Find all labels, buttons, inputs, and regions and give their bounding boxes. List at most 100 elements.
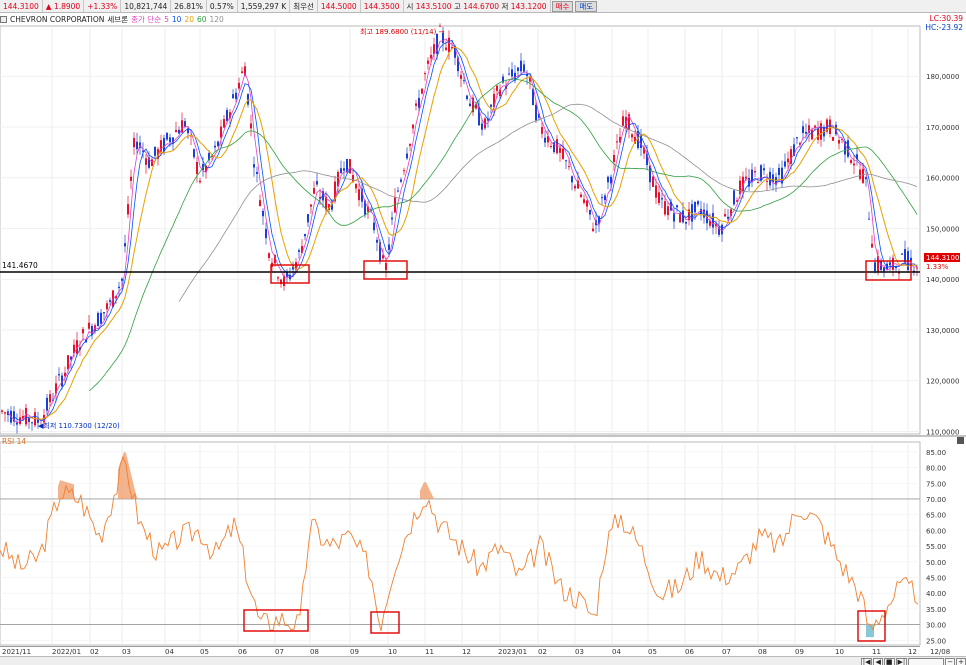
candle-body: [127, 204, 129, 215]
rsi-line: [0, 455, 919, 632]
candle-body: [559, 147, 561, 153]
candle-body: [391, 217, 393, 220]
rsi-overbought-fill: [58, 480, 74, 499]
candle-body: [31, 422, 33, 424]
candle-body: [184, 121, 186, 127]
candle-body: [448, 37, 450, 53]
minus-icon[interactable]: −: [945, 657, 956, 665]
candle-body: [238, 82, 240, 89]
x-axis-label: 10: [835, 648, 844, 656]
candle-body: [463, 80, 465, 82]
candle-body: [634, 136, 636, 144]
rsi-highlight-box: [370, 611, 400, 634]
candle-body: [724, 214, 726, 217]
candle-body: [265, 228, 267, 239]
x-axis-label: 07: [722, 648, 731, 656]
candle-body: [400, 179, 402, 182]
price-tick-label: 180,0000: [926, 73, 959, 81]
candle-body: [658, 192, 660, 204]
candle-body: [82, 329, 84, 334]
candle-body: [241, 71, 243, 73]
candle-body: [676, 205, 678, 208]
chart-menu-icon[interactable]: [0, 16, 7, 23]
candle-body: [454, 46, 456, 58]
candle-body: [124, 243, 126, 247]
candle-body: [304, 233, 306, 237]
ma-10: 10: [171, 15, 182, 24]
candle-body: [706, 210, 708, 224]
candle-body: [691, 204, 693, 222]
candle-body: [355, 183, 357, 189]
candle-body: [433, 44, 435, 54]
candle-body: [46, 397, 48, 411]
rsi-overbought-fill: [118, 451, 140, 499]
high-value: 144.6700: [463, 1, 500, 11]
rsi-tick-label: 55.00: [926, 543, 946, 551]
candle-body: [631, 134, 633, 138]
open-value: 143.5100: [415, 1, 452, 11]
candle-body: [451, 47, 453, 49]
plus-icon[interactable]: +: [956, 657, 966, 665]
stop-icon[interactable]: ■: [883, 657, 895, 665]
buy-button[interactable]: 매수: [551, 0, 574, 12]
candle-body: [76, 340, 78, 354]
candle-body: [772, 174, 774, 183]
candle-body: [277, 277, 279, 279]
candle-body: [91, 326, 93, 335]
candle-body: [244, 66, 246, 77]
candle-body: [877, 256, 879, 272]
ticker-bid1: 144.5000: [318, 0, 361, 12]
candle-body: [553, 142, 555, 152]
candle-body: [751, 169, 753, 183]
candle-body: [313, 188, 315, 194]
price-highlight-box: [363, 260, 408, 280]
candle-body: [136, 141, 138, 150]
candle-body: [442, 32, 444, 44]
candle-body: [604, 195, 606, 201]
x-axis-label: 06: [685, 648, 694, 656]
candle-body: [493, 93, 495, 108]
ma-120-line: [178, 103, 918, 302]
rsi-tick-label: 60.00: [926, 527, 946, 535]
candle-body: [295, 262, 297, 270]
candle-body: [547, 136, 549, 143]
skip-forward-icon[interactable]: ▶|: [895, 657, 908, 665]
x-axis-label: 12: [462, 648, 471, 656]
candle-body: [673, 213, 675, 222]
candle-body: [598, 216, 600, 224]
candle-body: [64, 372, 66, 377]
candle-body: [52, 399, 54, 401]
candle-body: [550, 146, 552, 148]
candle-body: [70, 356, 72, 360]
play-icon[interactable]: ◀: [873, 657, 883, 665]
candle-body: [106, 303, 108, 310]
rsi-tick-label: 45.00: [926, 574, 946, 582]
rsi-panel-frame: [0, 441, 921, 646]
scroll-track[interactable]: [908, 657, 945, 665]
x-axis-label: 12: [908, 648, 917, 656]
candle-body: [436, 34, 438, 54]
price-tick-label: 130,0000: [926, 327, 959, 335]
all-time-low-label: ◀최저 110.7300 (12/20): [38, 421, 120, 430]
candle-body: [616, 141, 618, 143]
candle-body: [499, 89, 501, 97]
candle-body: [889, 262, 891, 266]
candle-body: [838, 140, 840, 144]
skip-back-icon[interactable]: |◀: [860, 657, 873, 665]
candle-body: [607, 176, 609, 183]
x-axis-label: 06: [238, 648, 247, 656]
candle-body: [532, 88, 534, 106]
candle-body: [403, 170, 405, 172]
rsi-panel-toggle-icon[interactable]: [957, 437, 964, 444]
candle-body: [172, 137, 174, 144]
candle-body: [334, 181, 336, 202]
x-axis-label: 02: [538, 648, 547, 656]
candle-body: [565, 160, 567, 162]
candle-body: [280, 279, 282, 285]
sell-button[interactable]: 매도: [575, 0, 598, 12]
candle-body: [178, 129, 180, 134]
chart-period: 세브론: [107, 15, 129, 24]
chart-scrollbar[interactable]: |◀ ◀ ■ ▶| − +: [0, 656, 966, 665]
candle-body: [526, 74, 528, 77]
